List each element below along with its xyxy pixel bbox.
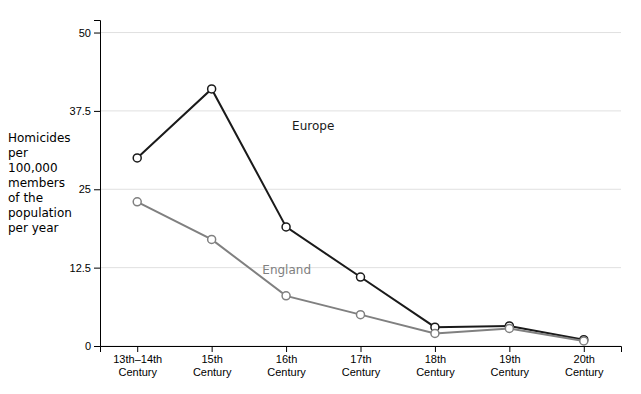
x-tick: 15thCentury [193,346,232,378]
point [357,273,365,281]
x-tick-label: 13th–14thCentury [113,353,162,378]
grid-line [100,189,621,190]
annotation: Europe [292,119,334,133]
point [208,235,216,243]
y-tick-mark [94,33,100,34]
x-axis-line [101,347,622,353]
y-tick-label: 50 [79,27,91,39]
series-line [137,89,584,340]
grid-line [100,110,621,111]
grid-line [100,267,621,268]
y-axis: 0 12.5 25 37.5 50 [70,21,101,353]
series-line [137,202,584,341]
y-tick-label: 37.5 [70,105,91,117]
y-axis-line [94,21,101,347]
grid-line [100,32,621,33]
y-tick-mark [94,268,100,269]
x-tick-mark [361,346,362,352]
y-tick: 12.5 [70,262,100,274]
point [208,85,216,93]
x-tick-mark [584,346,585,352]
x-tick: 19thCentury [491,346,530,378]
point [580,337,588,345]
x-tick: 17thCentury [342,346,381,378]
y-tick-mark [94,111,100,112]
marks [133,85,588,345]
x-tick-mark [137,346,138,352]
x-tick-mark [286,346,287,352]
y-tick: 50 [79,27,100,39]
y-tick-mark [94,346,100,347]
plot: 0 12.5 25 37.5 50 13th–14thCentury 15thCentury… [70,21,622,379]
grid [100,33,621,346]
x-tick-label: 18thCentury [416,353,455,378]
x-tick-mark [212,346,213,352]
point [133,198,141,206]
x-tick-mark [509,346,510,352]
y-tick-label: 12.5 [70,262,91,274]
point [505,324,513,332]
x-tick-label: 20thCentury [565,353,604,378]
x-tick-label: 16thCentury [267,353,306,378]
y-tick-mark [94,189,100,190]
y-tick: 37.5 [70,105,100,117]
x-tick: 20thCentury [565,346,604,378]
y-tick-label: 25 [79,183,91,195]
x-tick: 16thCentury [267,346,306,378]
point [282,223,290,231]
annotation: England [262,263,311,277]
x-tick-label: 15thCentury [193,353,232,378]
x-tick-mark [435,346,436,352]
point [431,329,439,337]
y-tick: 25 [79,183,100,195]
x-tick: 18thCentury [416,346,455,378]
x-tick: 13th–14thCentury [113,346,162,378]
x-tick-label: 19thCentury [491,353,530,378]
chart: 0 12.5 25 37.5 50 13th–14thCentury 15thCentury… [0,0,641,394]
point [282,292,290,300]
point [133,154,141,162]
y-axis-title: Homicidesper100,000membersof thepopulati… [8,131,72,235]
point [357,311,365,319]
x-tick-label: 17thCentury [342,353,381,378]
y-tick-label: 0 [85,340,91,352]
x-axis: 13th–14thCentury 15thCentury 16thCentury 17… [101,346,622,378]
y-tick: 0 [85,340,100,352]
